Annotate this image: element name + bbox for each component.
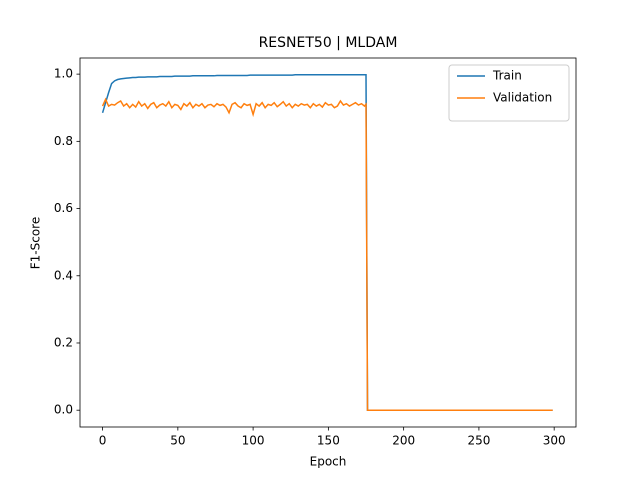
- chart-title: RESNET50 | MLDAM: [259, 35, 398, 51]
- series-line: [101, 97, 553, 411]
- series-line: [101, 74, 553, 411]
- plot-area: [101, 74, 553, 411]
- y-tick-label: 0.2: [54, 335, 73, 349]
- x-tick-label: 300: [543, 434, 566, 448]
- y-tick-label: 0.0: [54, 403, 73, 417]
- x-axis-label: Epoch: [310, 455, 347, 469]
- x-tick-label: 50: [170, 434, 185, 448]
- legend-label: Validation: [493, 91, 552, 105]
- x-tick-label: 250: [467, 434, 490, 448]
- legend-box: [448, 64, 570, 122]
- x-tick-label: 150: [317, 434, 340, 448]
- legend-label: Train: [492, 69, 522, 83]
- y-axis-label: F1-Score: [29, 217, 43, 269]
- x-tick-label: 0: [99, 434, 107, 448]
- y-tick-label: 0.4: [54, 268, 73, 282]
- x-tick-label: 200: [392, 434, 415, 448]
- y-tick-label: 0.6: [54, 201, 73, 215]
- legend: Train Validation: [448, 64, 570, 122]
- y-tick-label: 0.8: [54, 134, 73, 148]
- x-tick-label: 100: [242, 434, 265, 448]
- y-tick-label: 1.0: [54, 67, 73, 81]
